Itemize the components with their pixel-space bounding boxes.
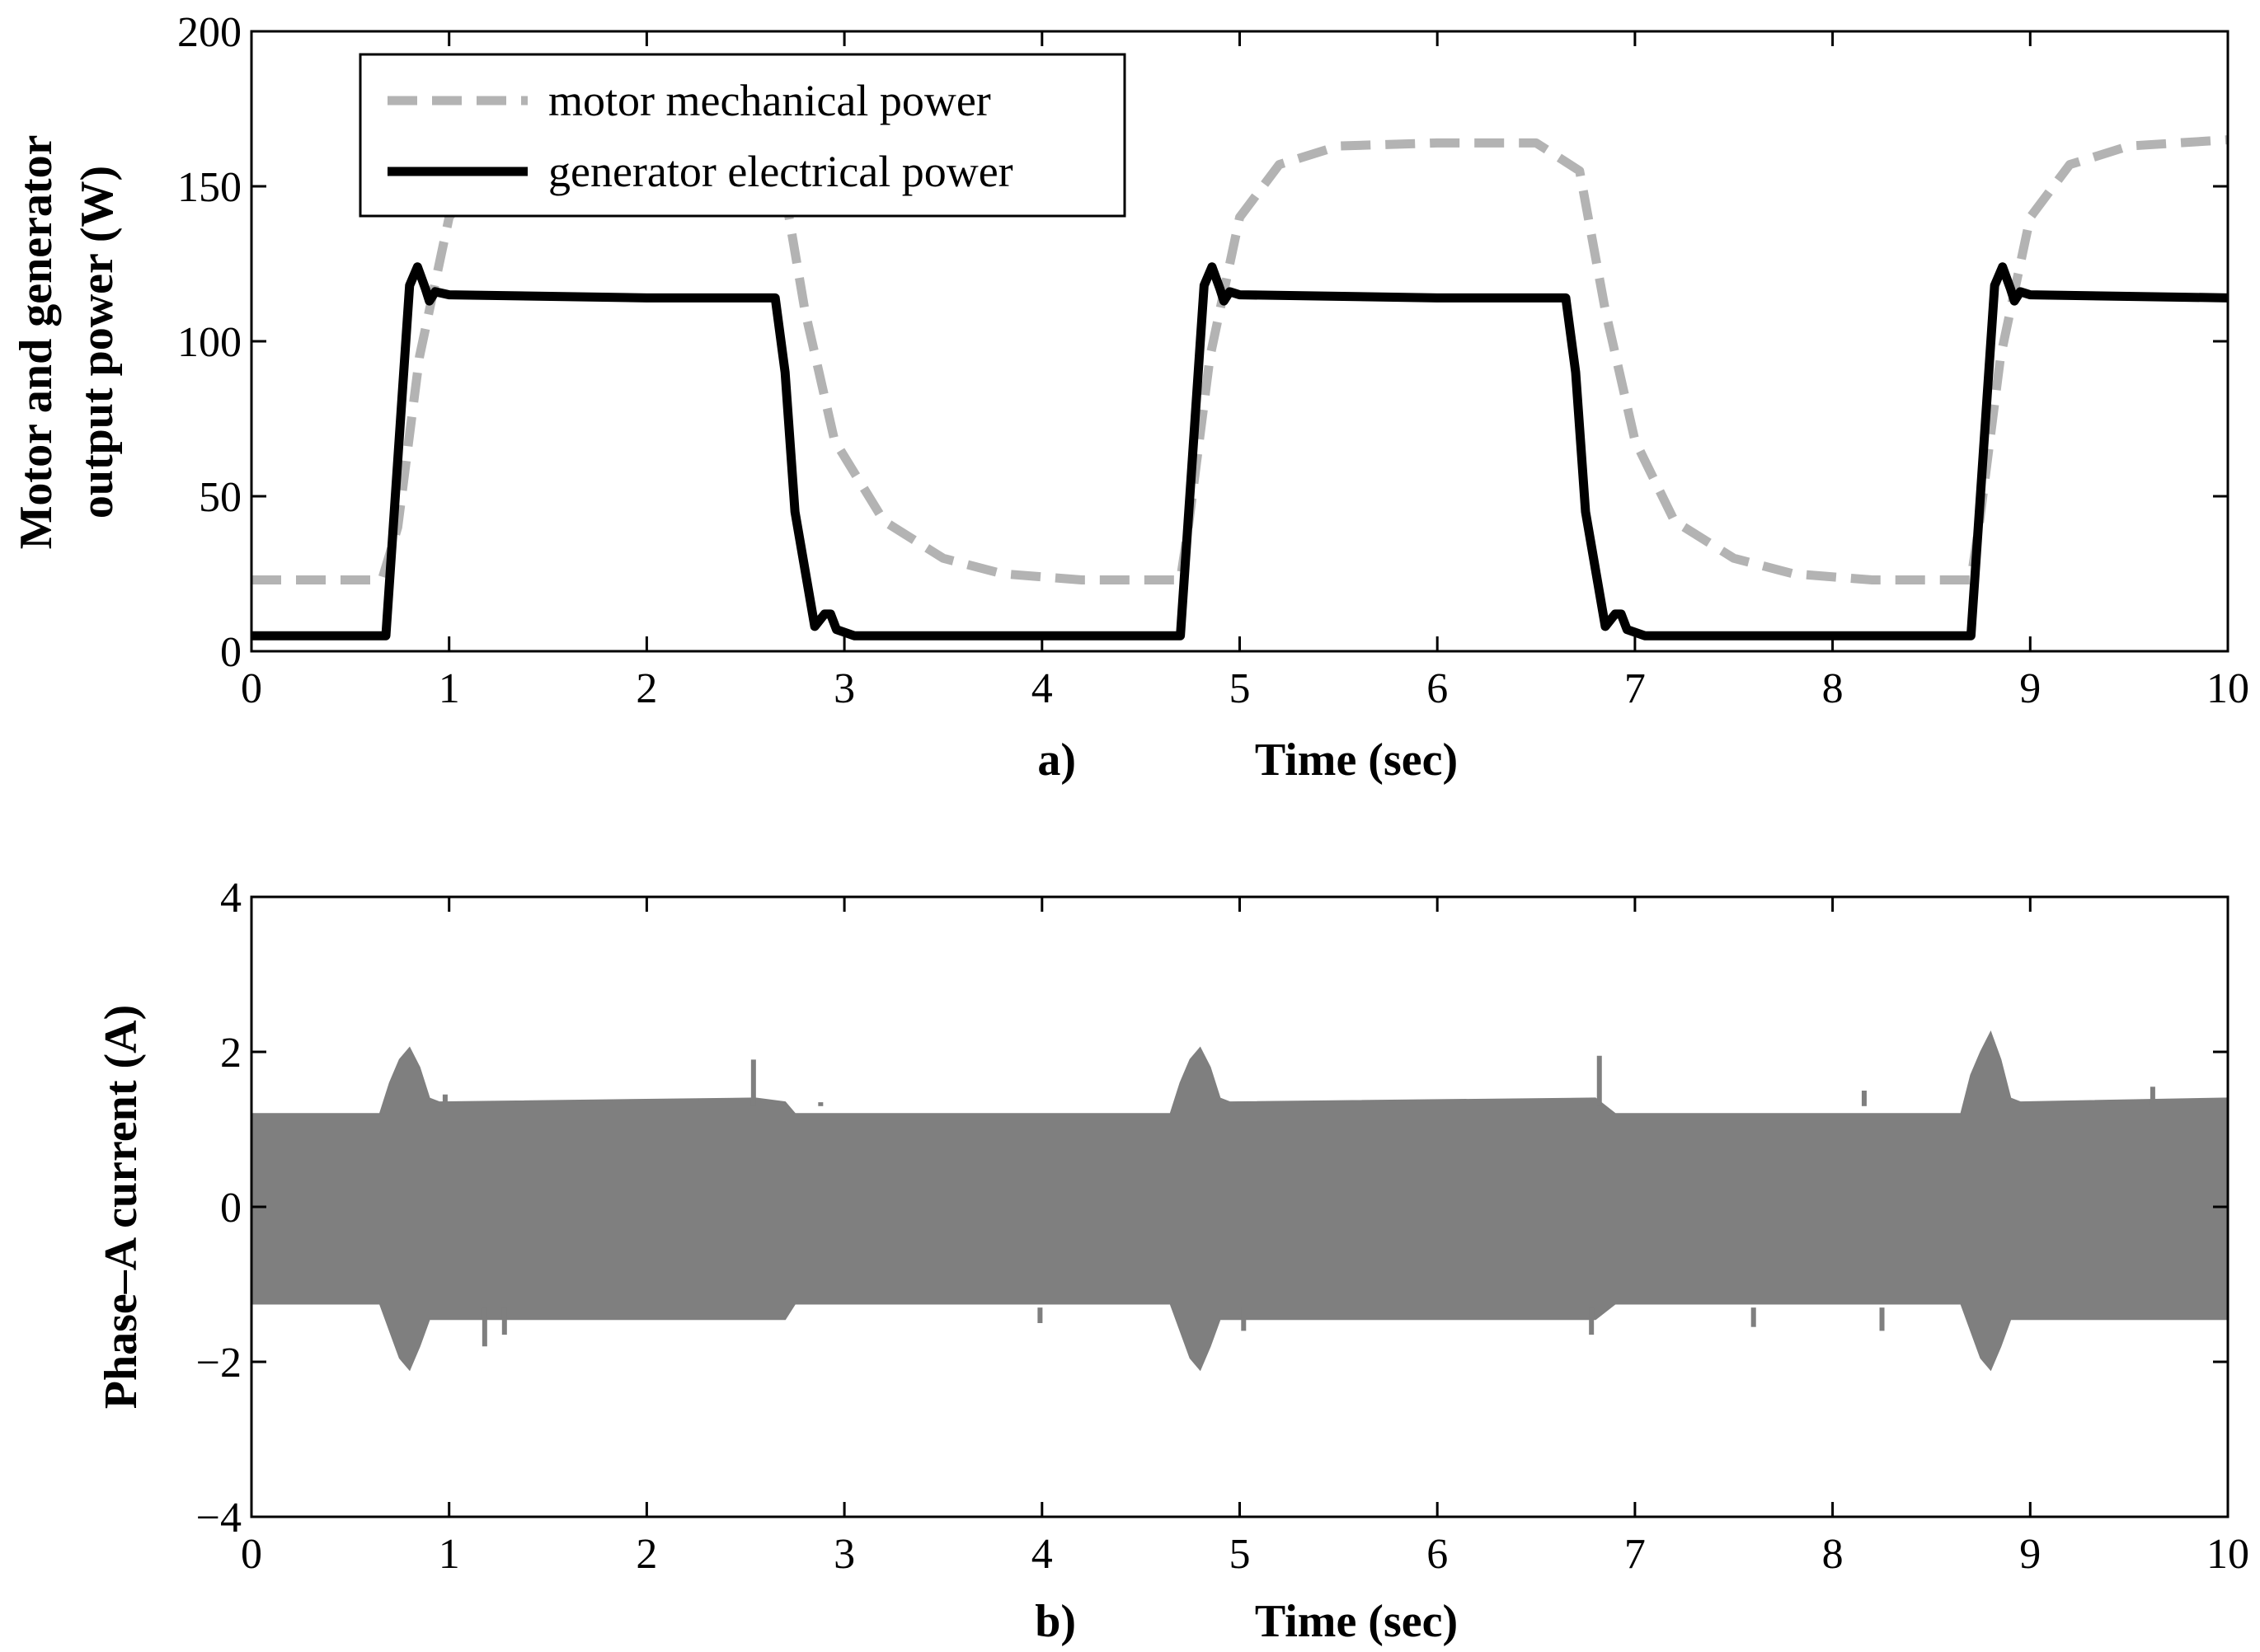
panel-b-ticks: 0 1 2 3 4 5 6 7 8 9 10 −4 −2 0 2 4 (196, 875, 2249, 1578)
panel-b-xtick-label: 0 (241, 1531, 262, 1578)
panel-b-xtick-label: 7 (1624, 1531, 1646, 1578)
panel-a-xtick-label: 5 (1229, 665, 1251, 712)
series-phase-a-current-envelope (251, 1030, 2229, 1372)
panel-a-ytick-label: 150 (177, 164, 242, 211)
panel-b-plot-area (251, 1030, 2229, 1372)
panel-b-y-axis-title: Phase–A current (A) (96, 1005, 147, 1409)
series-generator-electrical-power-line (251, 262, 2229, 641)
panel-b-xtick-label: 5 (1229, 1531, 1251, 1578)
panel-b-ytick-label: −2 (196, 1340, 242, 1387)
panel-b-xtick-label: 4 (1031, 1531, 1053, 1578)
panel-a-ytick-label: 200 (177, 9, 242, 56)
panel-b-ytick-label: −4 (196, 1495, 242, 1542)
panel-a-xtick-label: 4 (1031, 665, 1053, 712)
panel-a-y-axis-title-line-2: output power (W) (72, 166, 123, 519)
panel-a-xtick-label: 3 (834, 665, 855, 712)
panel-b-ytick-label: 0 (220, 1185, 242, 1232)
panel-b-xtick-label: 8 (1822, 1531, 1844, 1578)
legend-label-generator: generator electrical power (548, 147, 1013, 196)
panel-a-xtick-label: 6 (1426, 665, 1448, 712)
panel-b-xtick-label: 1 (439, 1531, 460, 1578)
panel-b-xtick-label: 6 (1426, 1531, 1448, 1578)
panel-b-ytick-label: 2 (220, 1030, 242, 1077)
panel-a-ytick-label: 100 (177, 319, 242, 366)
panel-b-xtick-label: 3 (834, 1531, 855, 1578)
panel-a-xtick-label: 2 (636, 665, 657, 712)
panel-a-xtick-label: 0 (241, 665, 262, 712)
legend-label-motor: motor mechanical power (548, 76, 991, 125)
panel-b-chart: 0 1 2 3 4 5 6 7 8 9 10 −4 −2 0 2 4 b) Time (sec) Phase–… (96, 875, 2249, 1647)
panel-a-legend: motor mechanical power generator electri… (359, 53, 1126, 218)
panel-b-ytick-label: 4 (220, 875, 242, 922)
panel-a-xtick-label: 1 (439, 665, 460, 712)
panel-a-label: a) (1037, 734, 1076, 786)
panel-b-x-axis-title: Time (sec) (1255, 1596, 1458, 1647)
panel-a-y-axis-title-line-1: Motor and generator (11, 135, 62, 550)
panel-b-xtick-label: 9 (2019, 1531, 2041, 1578)
legend-box (359, 53, 1126, 218)
panel-b-label: b) (1035, 1596, 1076, 1647)
panel-b-xtick-label: 10 (2206, 1531, 2249, 1578)
panel-b-xtick-label: 2 (636, 1531, 657, 1578)
panel-a-ytick-label: 0 (220, 629, 242, 676)
panel-a-xtick-label: 7 (1624, 665, 1646, 712)
panel-a-xtick-label: 8 (1822, 665, 1844, 712)
panel-a-x-axis-title: Time (sec) (1255, 734, 1458, 786)
panel-a-xtick-label: 9 (2019, 665, 2041, 712)
panel-a-xtick-label: 10 (2206, 665, 2249, 712)
panel-a-ytick-label: 50 (199, 474, 242, 521)
